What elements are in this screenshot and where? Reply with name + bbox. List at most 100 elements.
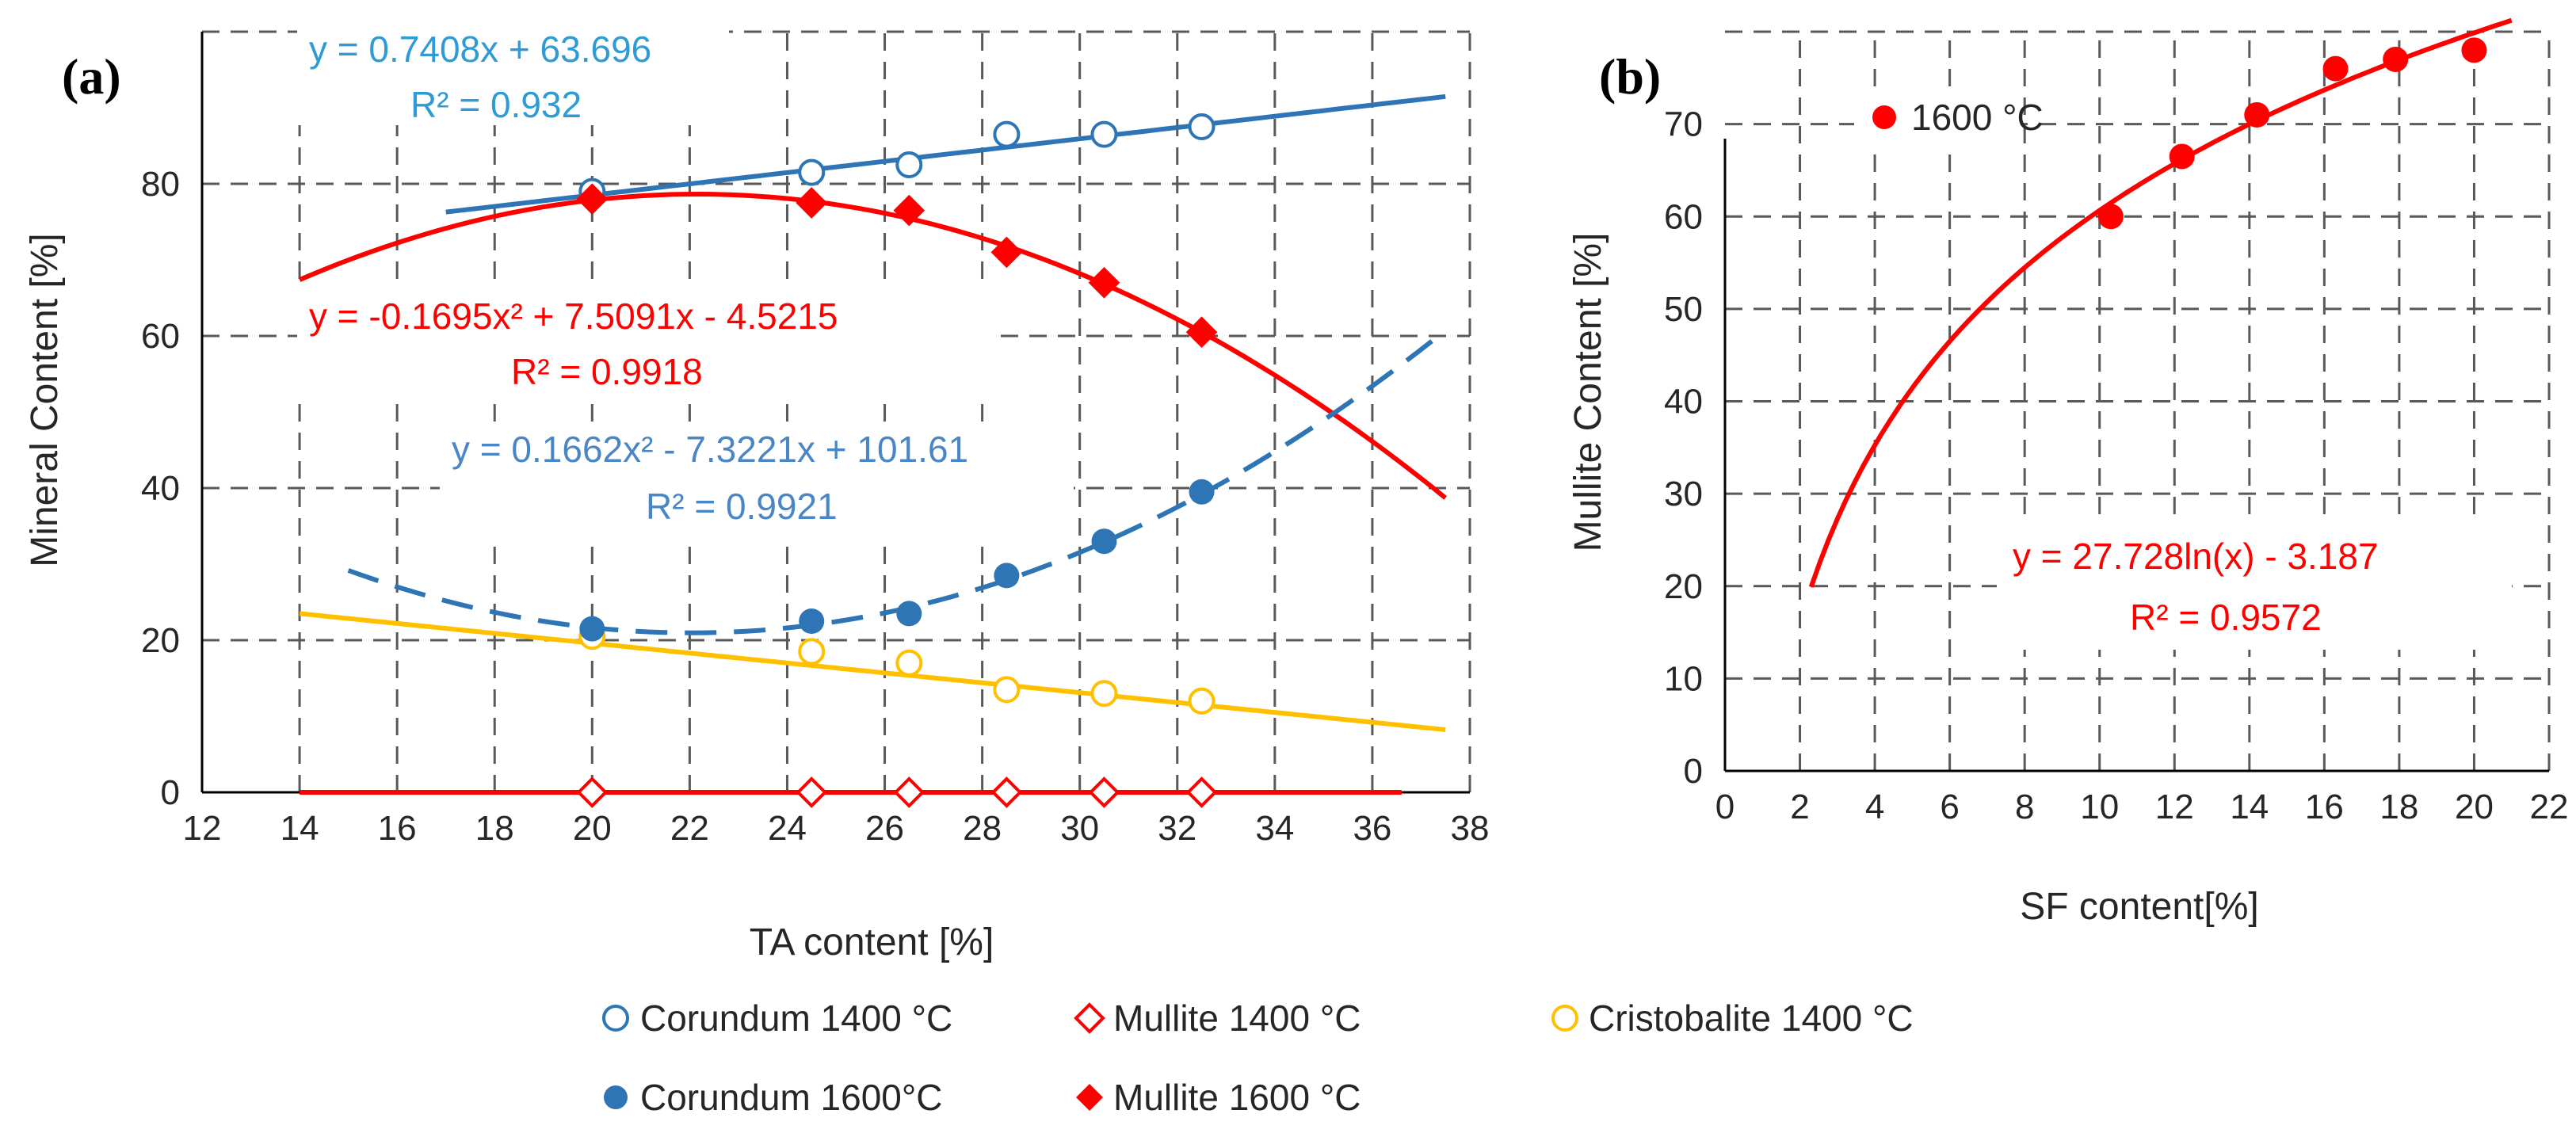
x-tick-label: 22 — [670, 809, 709, 848]
x-axis-title: TA content [%] — [750, 921, 994, 963]
data-point — [579, 616, 605, 642]
r2-label: R² = 0.9918 — [511, 351, 703, 392]
data-point — [893, 194, 925, 227]
data-point — [576, 183, 609, 216]
x-tick-label: 4 — [1865, 788, 1884, 826]
equation-label: y = 0.1662x² - 7.3221x + 101.61 — [452, 429, 968, 470]
data-point — [994, 563, 1020, 589]
data-point — [1091, 528, 1117, 555]
legend-label: Mullite 1600 °C — [1113, 1077, 1361, 1118]
x-tick-label: 24 — [768, 809, 807, 848]
legend: 1600 °C — [1854, 87, 2044, 151]
y-tick-label: 40 — [141, 469, 180, 508]
data-point — [1189, 479, 1215, 505]
data-point — [1185, 316, 1218, 349]
data-point — [799, 608, 825, 634]
data-point — [1088, 266, 1120, 299]
y-axis-title: Mullite Content [%] — [1567, 233, 1609, 552]
data-point — [1088, 776, 1120, 808]
trendline-equations: y = 0.7408x + 63.696 R² = 0.932 y = -0.1… — [297, 8, 1074, 540]
trendline-equations: y = 27.728ln(x) - 3.187 R² = 0.9572 — [1997, 523, 2512, 650]
data-point — [993, 676, 1021, 704]
data-point — [1185, 776, 1218, 808]
x-tick-label: 6 — [1940, 788, 1959, 826]
data-markers — [2097, 37, 2487, 230]
legend-marker — [1076, 1084, 1103, 1111]
legend-label: 1600 °C — [1911, 97, 2044, 138]
x-tick-label: 38 — [1451, 809, 1490, 848]
y-axis-title: Mineral Content [%] — [24, 233, 66, 567]
data-point — [798, 638, 826, 666]
y-tick-label: 60 — [141, 317, 180, 356]
x-tick-label: 34 — [1255, 809, 1294, 848]
data-point — [2097, 204, 2124, 230]
x-tick-label: 22 — [2530, 788, 2569, 826]
y-tick-label: 20 — [1664, 567, 1703, 606]
x-axis-title: SF content[%] — [2020, 886, 2258, 928]
y-tick-label: 10 — [1664, 659, 1703, 698]
legend-marker — [604, 1085, 628, 1109]
legend-marker — [1872, 105, 1896, 129]
x-tick-label: 0 — [1715, 788, 1735, 826]
y-tick-label: 0 — [1684, 752, 1703, 791]
legend-item: Mullite 1600 °C — [1076, 1077, 1361, 1118]
legend-item: Cristobalite 1400 °C — [1551, 998, 1914, 1039]
panel-label: (a) — [62, 48, 121, 105]
r2-label: R² = 0.932 — [410, 84, 582, 125]
equation-label: y = 27.728ln(x) - 3.187 — [2013, 536, 2379, 577]
tick-labels: 12 14 16 18 20 22 24 26 28 30 32 34 36 38 0 20 40 60 80 — [141, 165, 1489, 848]
data-point — [796, 187, 828, 219]
legend: Corundum 1400 °C Mullite 1400 °C Cristob… — [602, 998, 1914, 1118]
x-tick-label: 2 — [1790, 788, 1809, 826]
trendline — [445, 93, 1446, 215]
grid — [1725, 30, 2551, 771]
data-point — [1188, 687, 1215, 715]
data-point — [2169, 143, 2195, 170]
data-point — [2383, 46, 2409, 72]
x-tick-label: 18 — [475, 809, 514, 848]
data-point — [895, 151, 923, 178]
data-point — [1090, 120, 1118, 148]
x-tick-label: 30 — [1060, 809, 1099, 848]
legend-marker — [1551, 1005, 1578, 1032]
x-tick-label: 16 — [2305, 788, 2344, 826]
data-point — [2461, 37, 2487, 63]
legend-label: Mullite 1400 °C — [1113, 998, 1361, 1039]
y-tick-label: 20 — [141, 621, 180, 660]
data-markers — [576, 113, 1218, 808]
x-tick-label: 16 — [378, 809, 417, 848]
legend-item: Corundum 1600°C — [604, 1077, 943, 1118]
y-tick-label: 50 — [1664, 290, 1703, 329]
legend-marker — [602, 1005, 629, 1032]
legend-item: Corundum 1400 °C — [602, 998, 952, 1039]
y-tick-label: 70 — [1664, 105, 1703, 144]
x-tick-label: 18 — [2379, 788, 2418, 826]
trendline — [299, 611, 1446, 732]
legend-marker — [1074, 1002, 1105, 1034]
x-tick-label: 28 — [963, 809, 1002, 848]
data-point — [896, 601, 922, 627]
data-point — [993, 120, 1021, 148]
trendlines — [298, 93, 1448, 795]
x-tick-label: 14 — [280, 809, 319, 848]
tick-labels: 0 2 4 6 8 10 12 14 16 18 20 22 0 10 20 30 40 50 60 70 — [1664, 105, 2568, 826]
x-tick-label: 20 — [573, 809, 612, 848]
data-point — [2244, 101, 2270, 128]
y-tick-label: 30 — [1664, 475, 1703, 513]
data-point — [576, 776, 609, 808]
y-tick-label: 80 — [141, 165, 180, 204]
x-tick-label: 12 — [183, 809, 222, 848]
axes — [200, 32, 1470, 794]
chart-panel-b: 0 2 4 6 8 10 12 14 16 18 20 22 0 10 20 30 40 50 60 70 (b) S… — [1567, 17, 2568, 928]
data-point — [796, 776, 828, 808]
x-tick-label: 26 — [865, 809, 904, 848]
y-tick-label: 60 — [1664, 197, 1703, 236]
grid — [202, 30, 1471, 792]
x-tick-label: 36 — [1353, 809, 1391, 848]
x-tick-label: 20 — [2455, 788, 2494, 826]
data-point — [990, 776, 1023, 808]
x-tick-label: 8 — [2015, 788, 2034, 826]
legend-label: Corundum 1400 °C — [640, 998, 952, 1039]
equation-label: y = -0.1695x² + 7.5091x - 4.5215 — [309, 296, 838, 337]
